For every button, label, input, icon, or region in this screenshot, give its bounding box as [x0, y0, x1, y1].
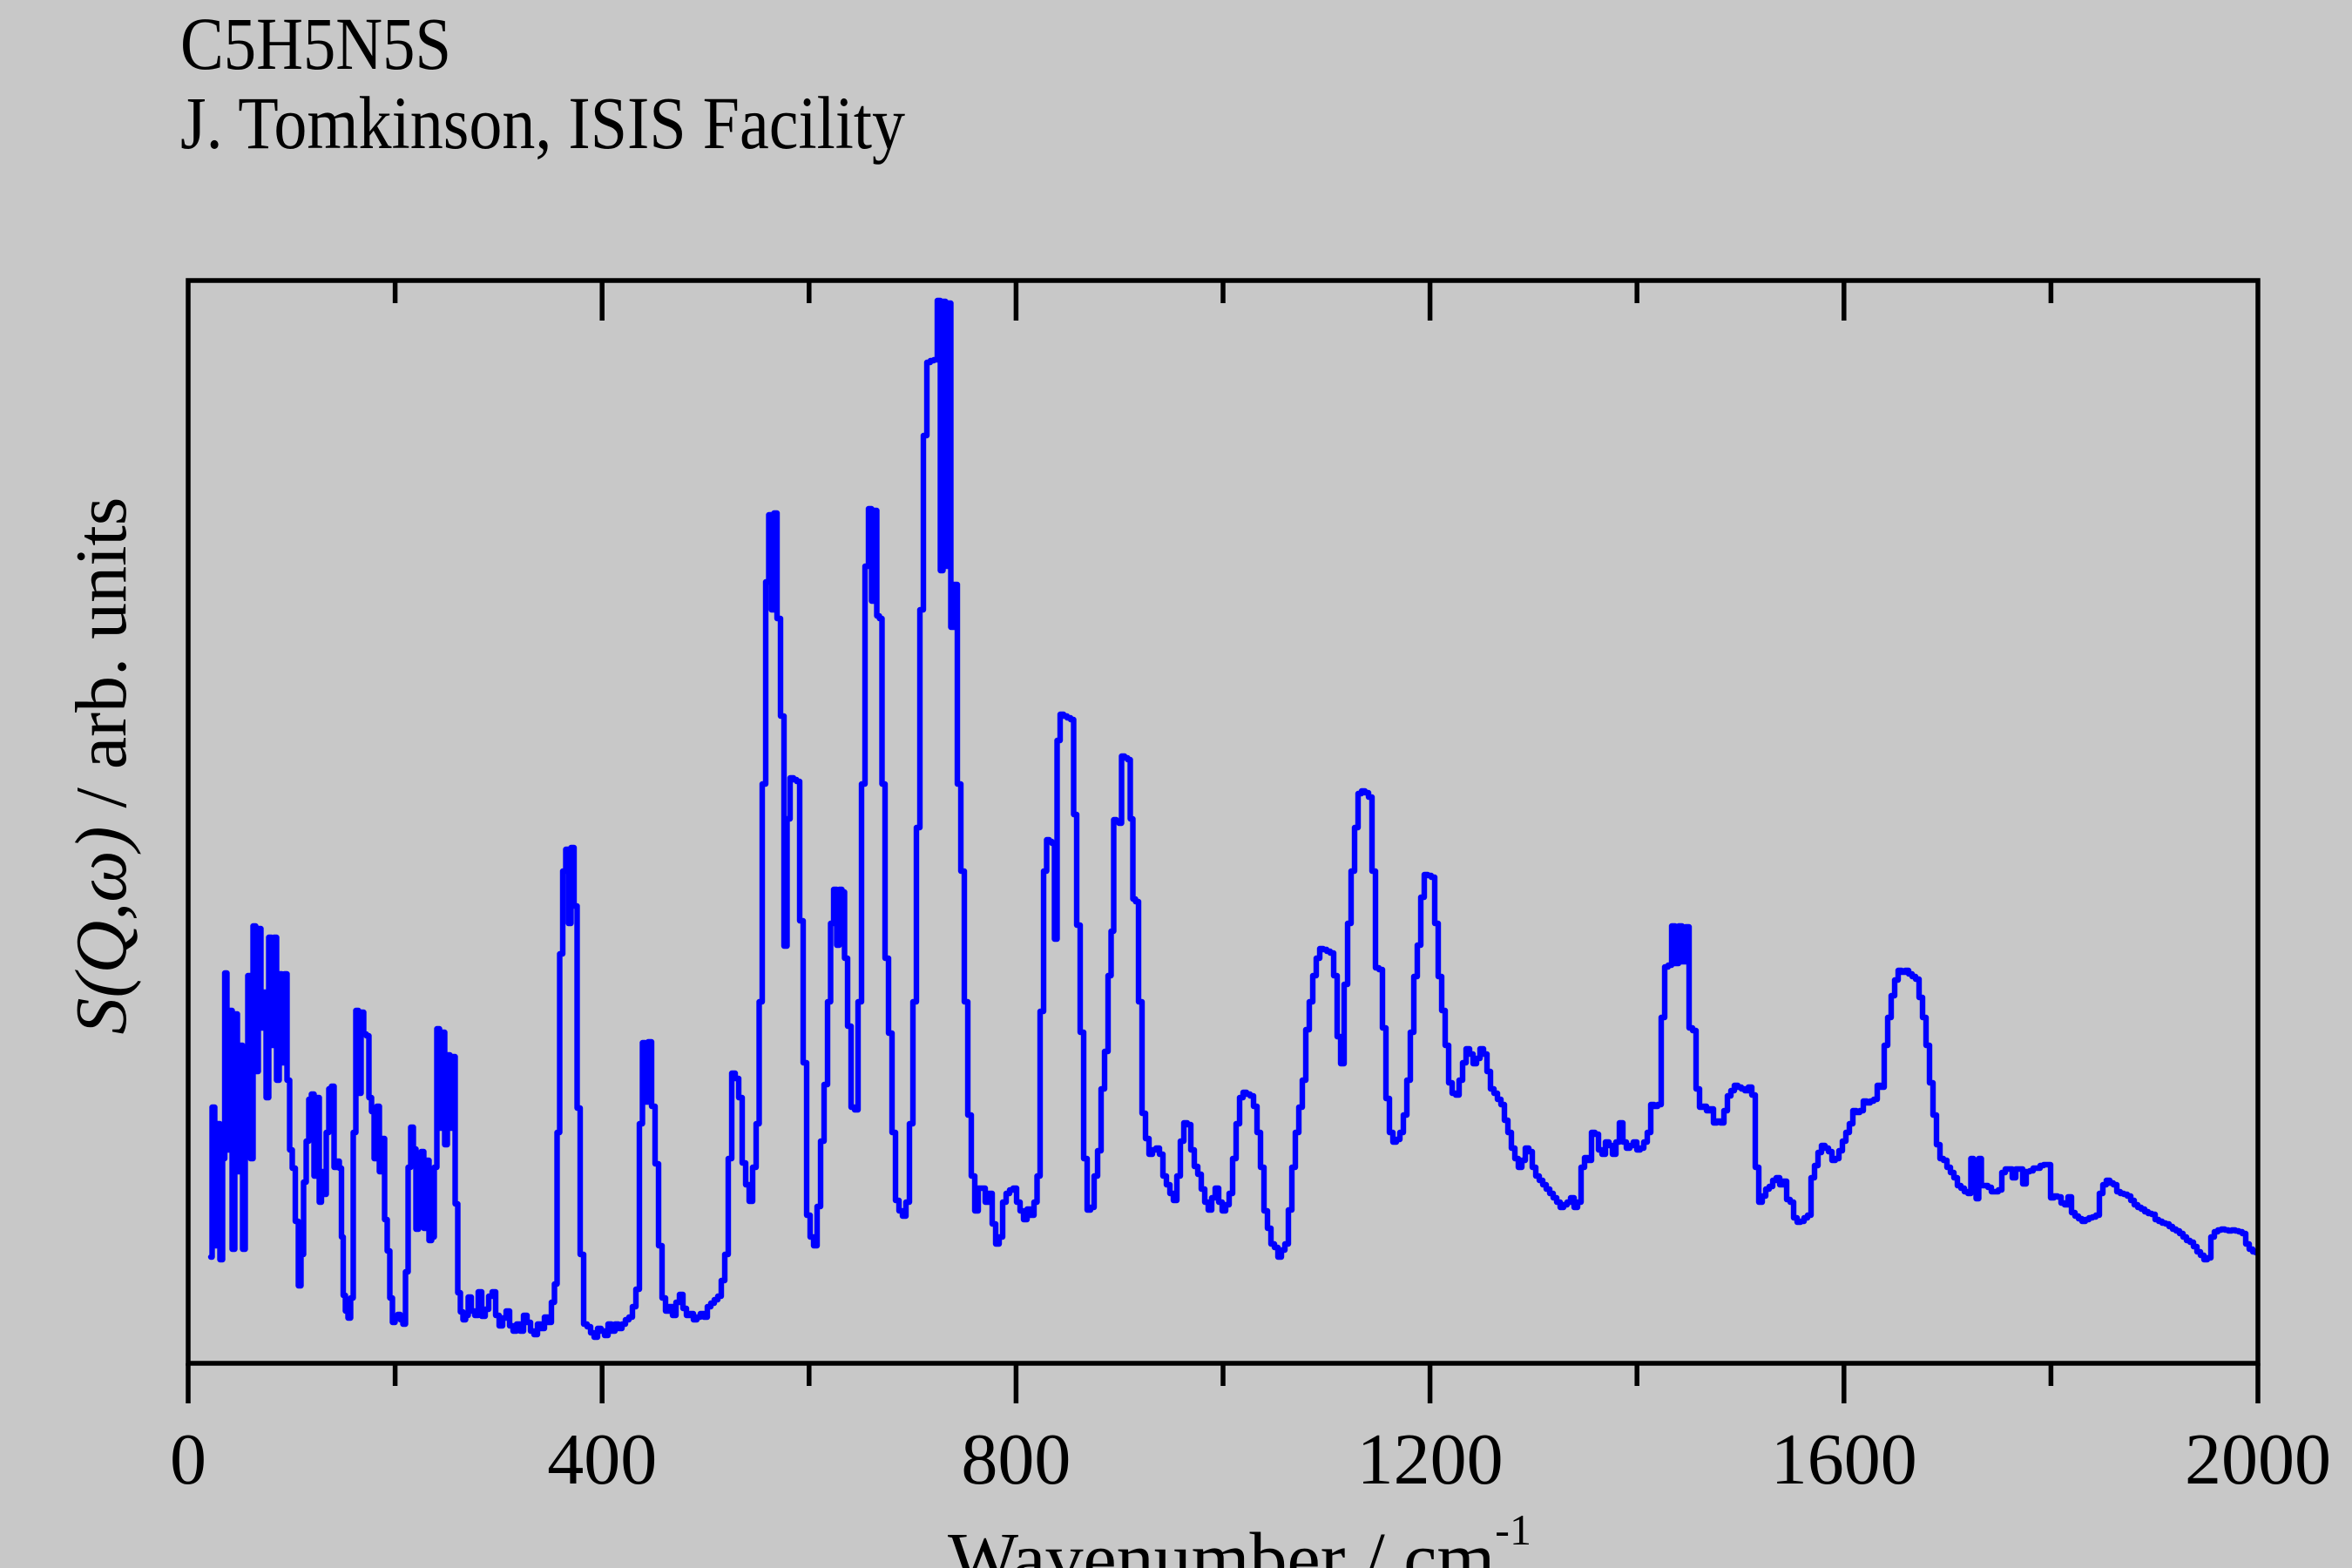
svg-text:0: 0	[170, 1419, 206, 1500]
svg-text:1600: 1600	[1771, 1419, 1917, 1500]
svg-text:C5H5N5S: C5H5N5S	[180, 2, 451, 85]
svg-text:J. Tomkinson, ISIS Facility: J. Tomkinson, ISIS Facility	[180, 81, 905, 165]
svg-text:2000: 2000	[2185, 1419, 2331, 1500]
svg-text:S(Q,ω) / arb. units: S(Q,ω) / arb. units	[61, 497, 142, 1035]
svg-text:1200: 1200	[1357, 1419, 1504, 1500]
svg-text:800: 800	[961, 1419, 1071, 1500]
svg-text:400: 400	[547, 1419, 657, 1500]
